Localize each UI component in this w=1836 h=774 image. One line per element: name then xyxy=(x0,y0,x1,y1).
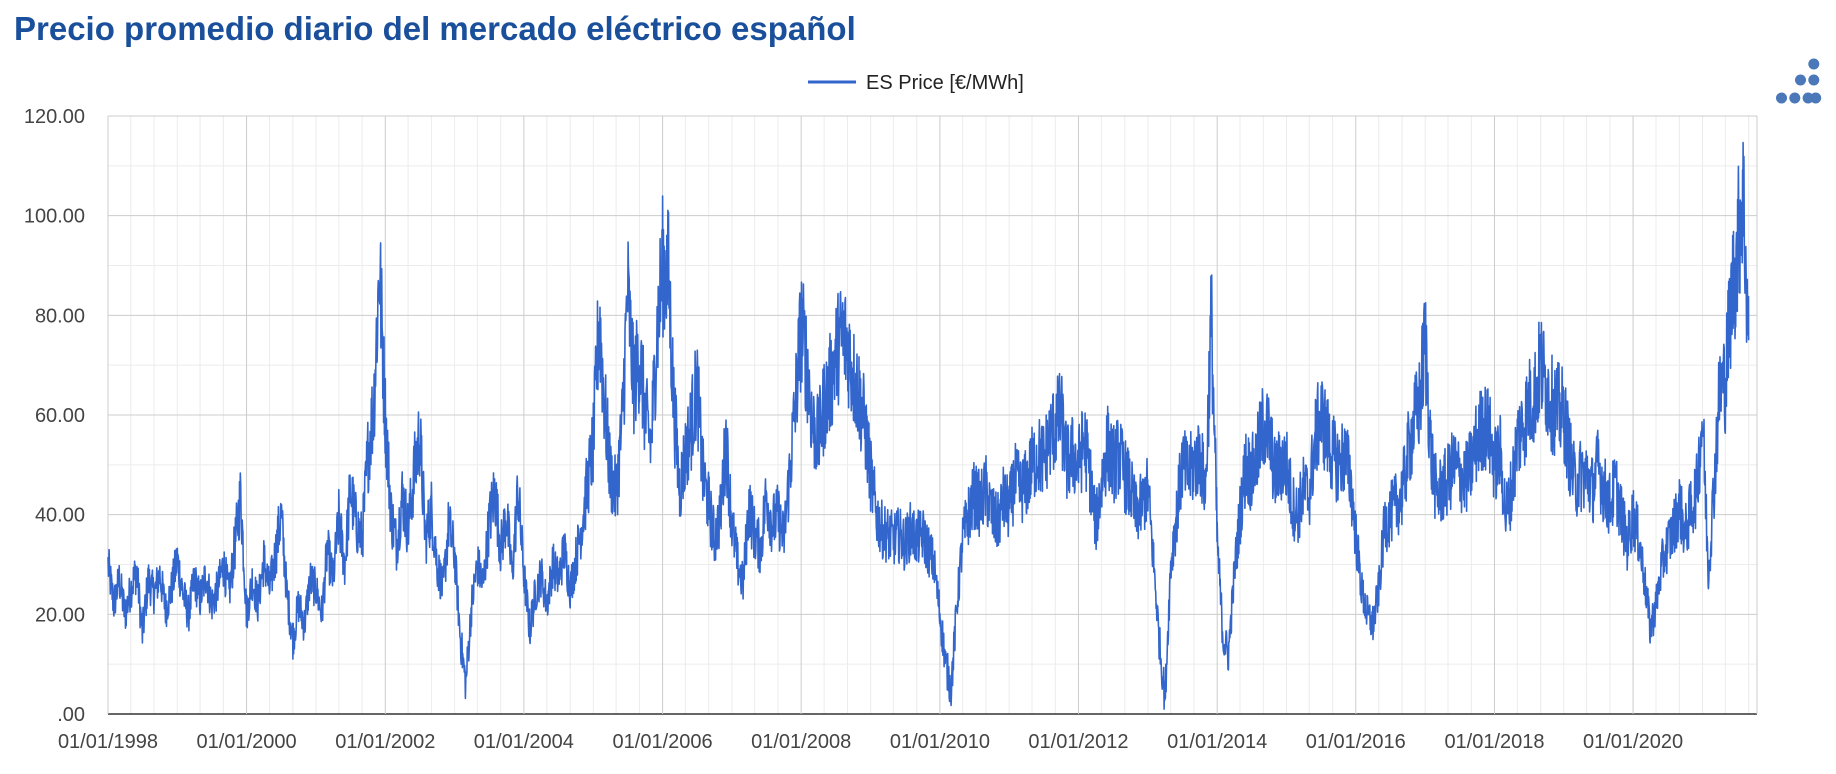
major-gridlines xyxy=(107,115,1758,715)
x-tick-label: 01/01/2002 xyxy=(335,731,435,753)
y-tick-label: 20.00 xyxy=(35,604,85,626)
x-tick-label: 01/01/2016 xyxy=(1306,731,1406,753)
menu-dot xyxy=(1789,92,1801,104)
legend: ES Price [€/MWh] xyxy=(808,72,1024,94)
y-tick-label: .00 xyxy=(57,704,85,726)
x-tick-label: 01/01/2004 xyxy=(474,731,574,753)
y-tick-label: 80.00 xyxy=(35,305,85,327)
y-axis: .00 20.00 40.00 60.00 80.00 100.00 120.00 xyxy=(24,106,85,726)
x-tick-label: 01/01/2000 xyxy=(197,731,297,753)
menu-dot xyxy=(1802,92,1814,104)
x-tick-label: 01/01/2008 xyxy=(751,731,851,753)
menu-dot xyxy=(1810,92,1822,104)
dots-menu-icon[interactable] xyxy=(1770,56,1822,110)
chart-title: Precio promedio diario del mercado eléct… xyxy=(14,10,856,47)
menu-dot xyxy=(1776,92,1787,104)
menu-dot xyxy=(1808,74,1820,86)
x-tick-label: 01/01/2020 xyxy=(1583,731,1683,753)
y-tick-label: 100.00 xyxy=(24,206,85,228)
x-tick-label: 01/01/2018 xyxy=(1444,731,1544,753)
menu-dot xyxy=(1808,58,1820,70)
series-layer xyxy=(107,141,1750,710)
series-line xyxy=(107,141,1750,710)
y-tick-label: 40.00 xyxy=(35,505,85,527)
y-tick-label: 60.00 xyxy=(35,405,85,427)
y-tick-label: 120.00 xyxy=(24,106,85,128)
x-axis: 01/01/1998 01/01/2000 01/01/2002 01/01/2004… xyxy=(58,731,1683,753)
x-tick-label: 01/01/2006 xyxy=(613,731,713,753)
x-tick-label: 01/01/1998 xyxy=(58,731,158,753)
x-tick-label: 01/01/2012 xyxy=(1028,731,1128,753)
menu-dot xyxy=(1795,74,1806,86)
x-tick-label: 01/01/2010 xyxy=(890,731,990,753)
legend-label: ES Price [€/MWh] xyxy=(866,72,1024,94)
x-tick-label: 01/01/2014 xyxy=(1167,731,1267,753)
